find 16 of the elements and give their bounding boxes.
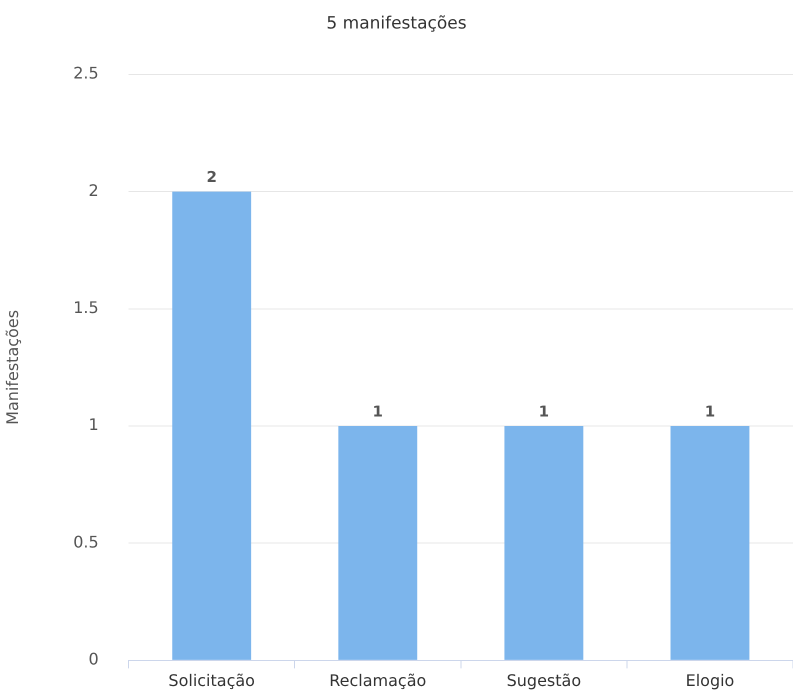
data-label: 2 [206,168,217,186]
x-tick-label: Solicitação [168,671,255,690]
y-tick-label: 2 [88,180,99,200]
y-tick-label: 0.5 [73,532,99,552]
y-tick-label: 2.5 [73,64,99,83]
y-axis-title: Manifestações [2,310,22,425]
y-tick-label: 1.5 [73,298,99,317]
data-label: 1 [372,402,383,420]
chart-title: 5 manifestações [326,14,467,34]
data-label: 1 [538,402,550,420]
y-tick-label: 0 [88,650,99,669]
y-tick-label: 1 [88,415,99,434]
x-tick-label: Reclamação [329,671,426,690]
x-tick-label: Sugestão [506,671,582,690]
data-label: 1 [704,402,716,420]
x-tick-label: Elogio [686,671,734,690]
